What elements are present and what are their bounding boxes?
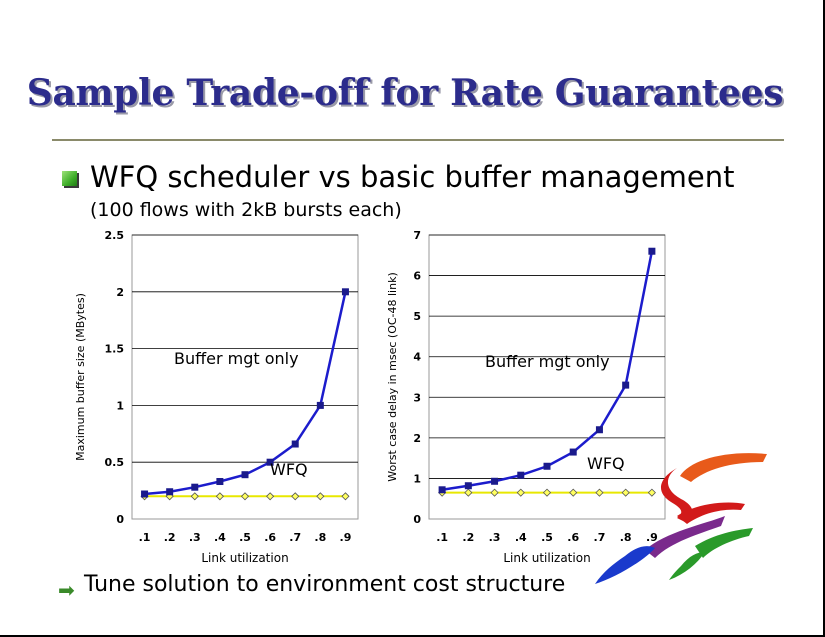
x-tick-label: .6 bbox=[567, 531, 579, 544]
x-tick-label: .7 bbox=[289, 531, 301, 544]
chart-worst-case-delay: 0 1 2 3 4 5 6 7 .1 .2 .3 .4 .5 .6 .7 .8 .9 Link utilizati… bbox=[386, 229, 666, 565]
data-point-buffer bbox=[166, 488, 174, 496]
bullet-subtext: (100 flows with 2kB bursts each) bbox=[90, 199, 402, 221]
series-label-wfq: WFQ bbox=[587, 454, 625, 473]
x-axis-label: Link utilization bbox=[201, 551, 288, 565]
data-point-buffer bbox=[141, 490, 149, 498]
slide-title: Sample Trade-off for Rate Guarantees bbox=[26, 72, 784, 114]
data-point-wfq bbox=[621, 488, 630, 497]
y-tick-label: 6 bbox=[413, 270, 421, 283]
arrow-bullet-icon: ➡ bbox=[58, 578, 75, 602]
data-point-wfq bbox=[464, 488, 473, 497]
data-point-buffer bbox=[517, 471, 525, 479]
data-point-buffer bbox=[595, 426, 603, 434]
data-point-buffer bbox=[216, 478, 224, 486]
data-point-buffer bbox=[543, 462, 551, 470]
data-point-wfq bbox=[190, 492, 199, 501]
data-point-wfq bbox=[647, 488, 656, 497]
data-point-wfq bbox=[215, 492, 224, 501]
series-label-buffer: Buffer mgt only bbox=[485, 352, 610, 371]
data-point-buffer bbox=[569, 448, 577, 456]
data-point-buffer bbox=[316, 401, 324, 409]
data-point-buffer bbox=[241, 471, 249, 479]
y-tick-label: 2.5 bbox=[105, 229, 125, 242]
y-tick-label: 5 bbox=[413, 310, 421, 323]
company-logo bbox=[595, 453, 767, 584]
data-point-wfq bbox=[240, 492, 250, 501]
x-tick-label: .8 bbox=[314, 531, 326, 544]
x-tick-label: .5 bbox=[541, 531, 553, 544]
x-tick-label: .1 bbox=[436, 531, 448, 544]
data-point-buffer bbox=[464, 482, 472, 490]
data-point-buffer bbox=[291, 440, 299, 448]
square-bullet-icon bbox=[62, 171, 77, 186]
data-point-wfq bbox=[266, 492, 275, 501]
x-tick-label: .4 bbox=[515, 531, 527, 544]
x-tick-label: .2 bbox=[164, 531, 176, 544]
data-point-wfq bbox=[595, 488, 604, 497]
x-tick-label: .1 bbox=[139, 531, 151, 544]
x-tick-label: .5 bbox=[239, 531, 251, 544]
y-tick-label: 0.5 bbox=[105, 456, 125, 469]
data-point-buffer bbox=[491, 477, 499, 485]
y-tick-label: 1.5 bbox=[105, 343, 125, 356]
bullet-text-2: Tune solution to environment cost struct… bbox=[84, 572, 566, 597]
y-tick-label: 2 bbox=[116, 286, 124, 299]
y-tick-label: 0 bbox=[413, 513, 421, 526]
y-tick-label: 1 bbox=[413, 472, 421, 485]
data-point-buffer bbox=[648, 247, 656, 255]
x-tick-label: .4 bbox=[214, 531, 226, 544]
y-tick-label: 1 bbox=[116, 399, 124, 412]
y-tick-label: 0 bbox=[116, 513, 124, 526]
x-tick-label: .9 bbox=[340, 531, 352, 544]
plot-area bbox=[428, 234, 666, 520]
y-tick-label: 4 bbox=[413, 351, 421, 364]
data-point-wfq bbox=[569, 488, 578, 497]
y-axis-label: Maximum buffer size (MBytes) bbox=[74, 293, 87, 461]
data-point-wfq bbox=[490, 488, 499, 497]
bullet-text: WFQ scheduler vs basic buffer management bbox=[90, 160, 735, 194]
data-point-wfq bbox=[542, 488, 552, 497]
x-tick-label: .8 bbox=[620, 531, 632, 544]
series-label-buffer: Buffer mgt only bbox=[174, 349, 299, 368]
chart-buffer-size: 0 0.5 1 1.5 2 2.5 .1 .2 .3 .4 .5 .6 .7 .8 .9 Link utili… bbox=[74, 229, 359, 565]
y-tick-label: 7 bbox=[413, 229, 421, 242]
slide-frame-bottom bbox=[0, 635, 825, 637]
x-tick-label: .3 bbox=[189, 531, 201, 544]
data-point-wfq bbox=[291, 492, 300, 501]
data-point-buffer bbox=[191, 483, 199, 491]
title-divider bbox=[52, 139, 784, 141]
x-tick-label: .6 bbox=[264, 531, 276, 544]
data-point-buffer bbox=[622, 381, 630, 389]
data-point-wfq bbox=[316, 492, 325, 501]
x-tick-label: .3 bbox=[489, 531, 501, 544]
data-point-wfq bbox=[341, 492, 350, 501]
y-tick-label: 3 bbox=[413, 391, 421, 404]
y-axis-label: Worst case delay in msec (OC-48 link) bbox=[386, 272, 399, 481]
x-axis-label: Link utilization bbox=[503, 551, 590, 565]
x-tick-label: .9 bbox=[646, 531, 658, 544]
data-point-buffer bbox=[341, 288, 349, 296]
y-tick-label: 2 bbox=[413, 432, 421, 445]
data-point-buffer bbox=[438, 486, 446, 494]
x-tick-label: .2 bbox=[462, 531, 474, 544]
data-point-buffer bbox=[266, 458, 274, 466]
slide-frame-right bbox=[823, 0, 825, 637]
series-label-wfq: WFQ bbox=[270, 460, 308, 479]
data-point-wfq bbox=[516, 488, 525, 497]
x-tick-label: .7 bbox=[594, 531, 606, 544]
